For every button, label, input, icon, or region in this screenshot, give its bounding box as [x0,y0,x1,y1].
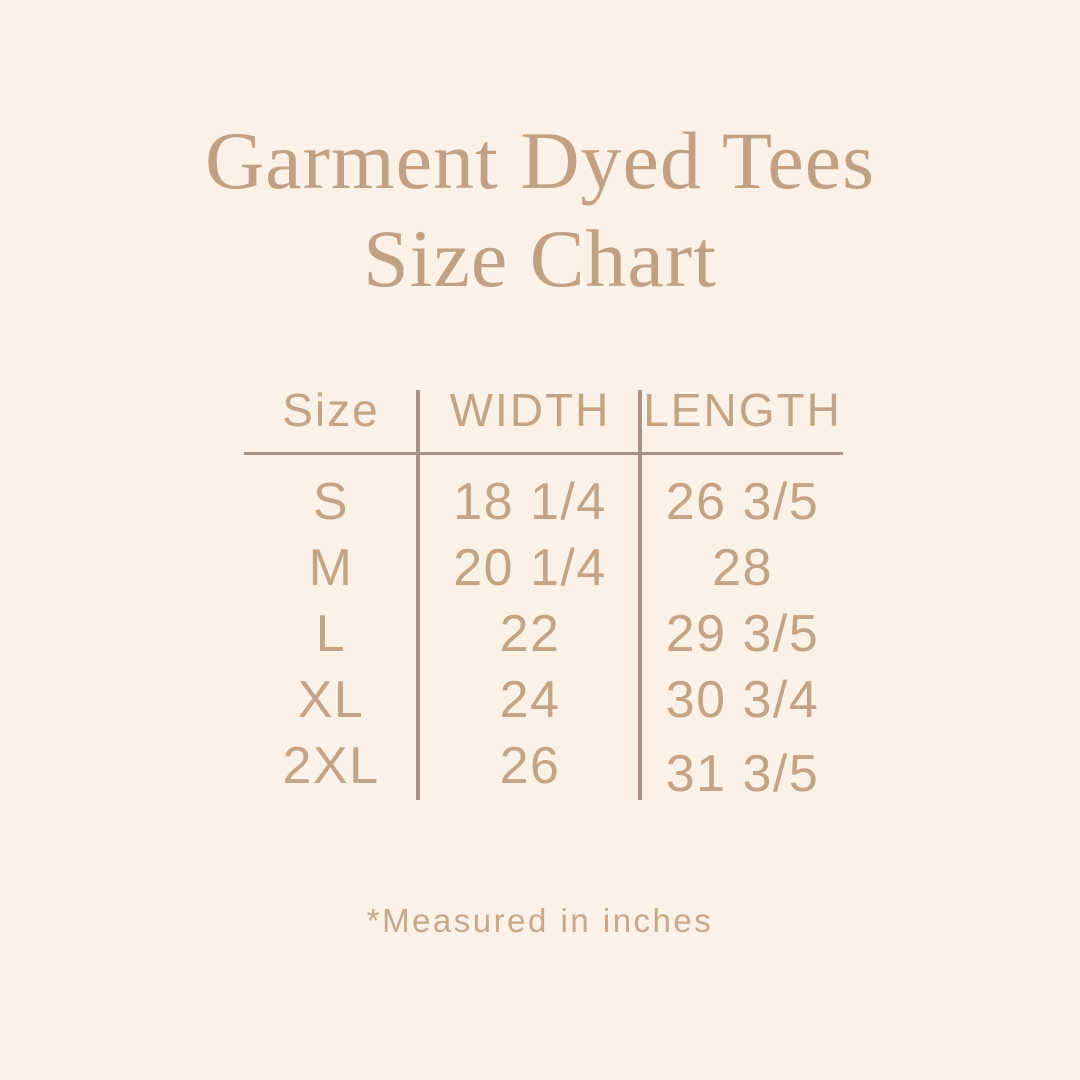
column-divider-size-width [416,390,420,800]
page-title-line1: Garment Dyed Tees [204,115,876,206]
table-row: S 18 1/4 26 3/5 [244,469,843,535]
length-cell: 30 3/4 [665,671,820,729]
column-header-width: WIDTH [449,384,611,436]
table-row: 2XL 26 31 3/5 [244,733,843,803]
length-cell: 26 3/5 [665,473,820,531]
measured-in-inches-note: *Measured in inches [366,902,714,939]
width-cell: 18 1/4 [453,473,607,531]
size-cell: 2XL [282,737,380,795]
column-divider-width-length [638,390,642,800]
table-row: M 20 1/4 28 [244,535,843,601]
length-cell: 29 3/5 [665,605,820,663]
width-cell: 22 [499,605,561,663]
width-cell: 26 [499,737,561,795]
size-chart-table: Size WIDTH LENGTH S 18 1/4 26 3/5 M 20 1… [244,368,843,808]
table-row: XL 24 30 3/4 [244,667,843,733]
width-cell: 20 1/4 [453,539,607,597]
page-title-line2: Size Chart [363,213,717,304]
header-divider-line [244,452,843,455]
size-cell: XL [297,671,365,729]
page-title: Garment Dyed Tees Size Chart [0,112,1080,308]
column-header-length: LENGTH [643,384,842,436]
table-body: S 18 1/4 26 3/5 M 20 1/4 28 L 22 29 3/5 … [244,469,843,803]
table-header-row: Size WIDTH LENGTH [244,368,843,452]
table-row: L 22 29 3/5 [244,601,843,667]
column-header-size: Size [282,384,380,436]
size-cell: M [308,539,354,597]
size-cell: L [315,605,347,663]
length-cell: 31 3/5 [665,745,820,803]
length-cell: 28 [712,539,773,597]
width-cell: 24 [499,671,561,729]
size-cell: S [312,473,350,531]
